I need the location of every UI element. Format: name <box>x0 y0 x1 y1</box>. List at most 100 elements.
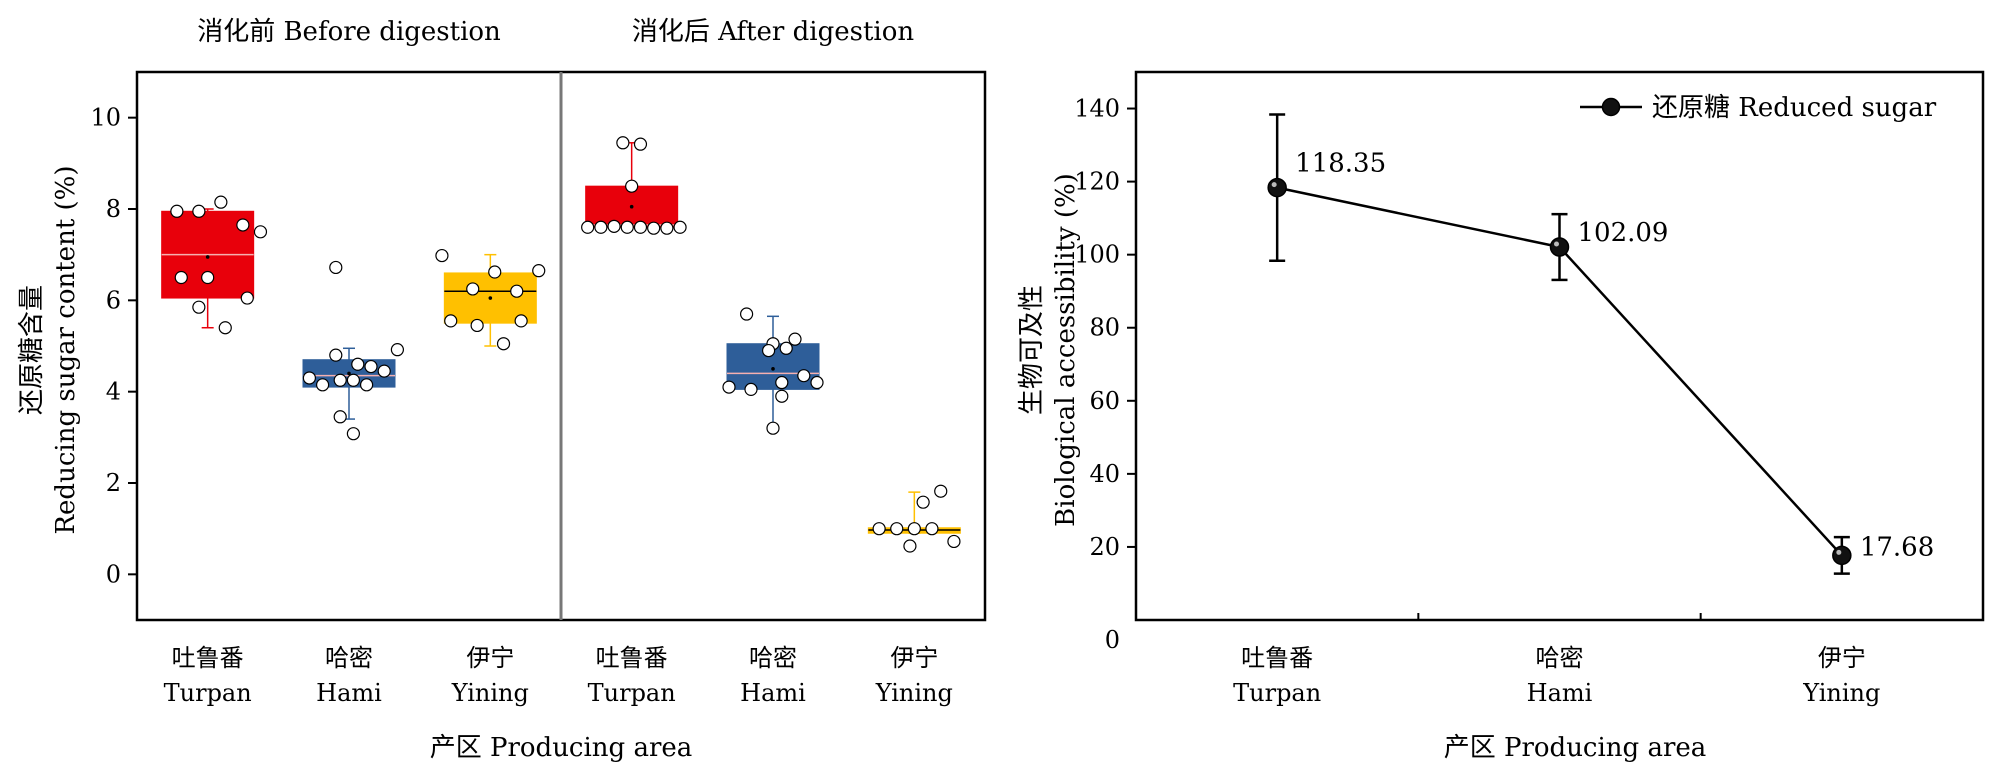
right-y-tick-label: 120 <box>1074 168 1120 196</box>
right-y-tick-label: 140 <box>1074 95 1120 123</box>
data-point <box>916 495 930 509</box>
panel-title-after: 消化后 After digestion <box>632 17 914 47</box>
data-point <box>925 522 939 536</box>
data-point <box>947 534 961 549</box>
data-point <box>333 373 347 387</box>
left-y-tick-label: 2 <box>106 469 121 497</box>
left-chart: 消化前 Before digestion 消化后 After digestion… <box>17 17 987 763</box>
data-point <box>253 225 268 239</box>
right-x-axis-label: 产区 Producing area <box>1444 733 1707 763</box>
data-point <box>346 373 360 387</box>
data-point <box>633 220 648 234</box>
right-y-axis-label-zh: 生物可及性 <box>1017 285 1047 415</box>
right-y-tick-label: 60 <box>1089 387 1120 415</box>
data-point <box>364 359 378 374</box>
mean-marker <box>488 296 493 300</box>
left-x-tick-label-zh: 吐鲁番 <box>172 644 244 672</box>
data-point <box>647 221 661 235</box>
data-point <box>660 221 674 235</box>
data-point <box>214 195 228 209</box>
data-point <box>360 378 374 392</box>
right-x-tick-label-en: Turpan <box>1233 679 1321 707</box>
left-y-axis-label-zh: 还原糖含量 <box>17 285 47 415</box>
data-point <box>510 284 524 298</box>
data-point <box>788 332 802 346</box>
series-point-highlight <box>1271 182 1277 188</box>
data-label: 118.35 <box>1295 149 1386 179</box>
right-y-tick-label: 100 <box>1074 241 1120 269</box>
box <box>585 185 679 228</box>
data-point <box>907 522 921 536</box>
data-point <box>240 291 254 305</box>
legend-marker <box>1601 97 1621 117</box>
data-point <box>775 375 789 390</box>
left-boxes <box>161 136 961 553</box>
right-y-tick-label: 80 <box>1089 314 1120 342</box>
series-point <box>1832 545 1852 566</box>
left-y-tick-label: 4 <box>106 378 121 406</box>
data-point <box>236 218 250 232</box>
mean-marker <box>347 371 351 376</box>
left-x-tick-label-zh: 哈密 <box>325 644 373 672</box>
right-y-tick-label: 40 <box>1089 460 1120 488</box>
data-point <box>903 539 917 553</box>
data-point <box>192 300 206 314</box>
data-point <box>302 371 316 385</box>
data-point <box>470 318 484 333</box>
right-x-axis: 吐鲁番 Turpan 哈密 Hami 伊宁 Yining <box>1233 613 1880 707</box>
left-x-tick-label-en: Turpan <box>164 679 252 707</box>
box-4 <box>722 307 824 435</box>
data-point <box>775 389 789 403</box>
data-point <box>174 270 188 285</box>
data-point <box>872 522 886 536</box>
left-y-axis: 0 2 4 6 8 10 <box>90 104 137 588</box>
data-point <box>620 220 634 234</box>
box-5 <box>867 484 961 553</box>
data-point <box>466 282 480 296</box>
data-point <box>890 522 904 536</box>
left-x-axis: 吐鲁番 Turpan 哈密 Hami 伊宁 Yining 吐鲁番 Turpan 哈密 Hami 伊宁… <box>164 644 953 707</box>
series-point <box>1549 237 1570 257</box>
data-point <box>766 421 780 435</box>
data-point <box>201 270 215 285</box>
data-point <box>673 220 687 234</box>
left-x-axis-label: 产区 Producing area <box>430 733 693 763</box>
right-series: 118.35 102.09 17.68 <box>1267 113 1934 575</box>
data-point <box>218 321 232 335</box>
data-point <box>444 314 458 328</box>
left-y-tick-label: 8 <box>106 195 121 223</box>
data-point <box>346 427 360 441</box>
box-2 <box>435 248 546 351</box>
series-point-highlight <box>1836 549 1842 555</box>
box-3 <box>581 136 687 235</box>
box-0 <box>161 195 268 335</box>
data-label: 102.09 <box>1578 218 1669 248</box>
data-point <box>722 380 736 394</box>
left-x-tick-label-zh: 伊宁 <box>466 644 514 672</box>
data-point <box>329 260 343 275</box>
left-y-tick-label: 10 <box>90 104 121 132</box>
data-point <box>739 307 754 321</box>
data-point <box>581 220 595 234</box>
data-point <box>532 264 546 278</box>
data-point <box>435 248 449 263</box>
data-label: 17.68 <box>1860 532 1934 562</box>
data-point <box>333 410 347 424</box>
data-point <box>625 179 639 193</box>
data-point <box>616 136 630 150</box>
legend: 还原糖 Reduced sugar <box>1580 93 1937 123</box>
data-point <box>192 204 206 218</box>
data-point <box>934 484 948 498</box>
data-point <box>810 375 824 390</box>
data-point <box>607 219 621 233</box>
right-y-axis-label-en: Biological accessibility (%) <box>1051 173 1081 527</box>
right-y-tick-label: 0 <box>1105 626 1120 654</box>
data-point <box>351 357 365 371</box>
left-y-tick-label: 0 <box>106 560 121 588</box>
right-x-tick-label-zh: 伊宁 <box>1818 644 1866 672</box>
data-point <box>496 337 511 351</box>
left-x-tick-label-zh: 伊宁 <box>890 644 938 672</box>
mean-marker <box>205 255 210 259</box>
left-x-tick-label-en: Hami <box>316 679 382 707</box>
right-chart: 0 20 40 60 80 100 120 140 吐鲁番 Turpan 哈密 Hami 伊宁 Yini… <box>1017 70 1985 763</box>
